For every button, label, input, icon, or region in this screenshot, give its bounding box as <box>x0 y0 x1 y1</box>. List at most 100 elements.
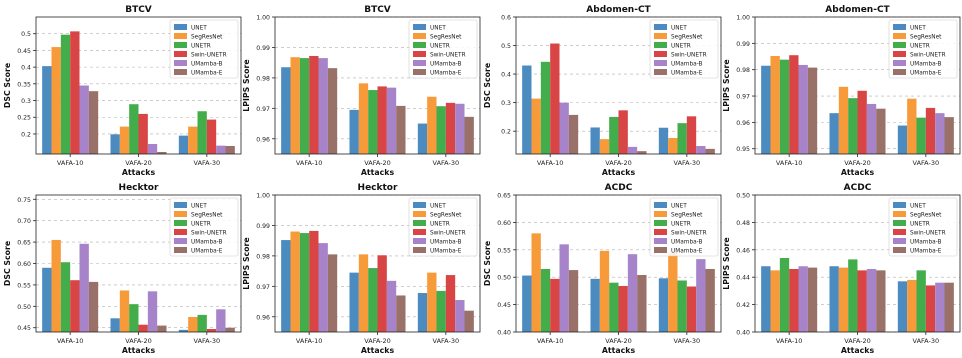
y-tick-label: 0.99 <box>256 45 270 52</box>
y-tick-label: 0.60 <box>17 261 31 268</box>
bar <box>618 285 628 332</box>
bar <box>464 310 474 332</box>
bar <box>445 275 456 332</box>
legend-label: UNET <box>910 26 926 32</box>
panel-1: 0.96 0.97 0.98 0.99 1.00 VAFA-10 VAFA-20 VAFA-3… <box>242 5 481 177</box>
legend-label: UNETR <box>910 222 930 228</box>
legend-label: SegResNet <box>191 35 223 41</box>
legend-swatch <box>654 42 667 48</box>
legend-label: SegResNet <box>910 35 942 41</box>
x-axis-label: Attacks <box>841 168 875 177</box>
bar <box>637 151 647 154</box>
bar <box>327 254 338 332</box>
chart-title: Abdomen-CT <box>586 5 651 15</box>
y-tick-label: 0.98 <box>256 253 270 260</box>
bar <box>157 152 167 154</box>
legend-label: SegResNet <box>671 213 703 219</box>
x-tick-label: VAFA-30 <box>674 159 701 167</box>
bar <box>377 255 387 332</box>
bar <box>417 123 428 154</box>
y-axis-label: DSC Score <box>3 241 12 286</box>
bar <box>281 67 291 154</box>
y-tick-label: 0.4 <box>21 65 31 72</box>
chart-title: Abdomen-CT <box>825 5 890 15</box>
legend-swatch <box>893 24 906 30</box>
bar <box>216 309 226 332</box>
bar <box>188 317 198 332</box>
bar <box>70 280 80 332</box>
y-tick-label: 1.00 <box>736 15 750 22</box>
legend-label: SegResNet <box>910 213 942 219</box>
bar <box>848 259 858 332</box>
bar <box>318 58 328 154</box>
legend-label: UNET <box>430 26 446 32</box>
bar <box>88 91 99 154</box>
bar <box>770 270 780 332</box>
legend-swatch <box>654 247 667 253</box>
bar <box>299 233 310 332</box>
legend-label: UNET <box>671 26 687 32</box>
bar <box>540 268 551 332</box>
legend-swatch <box>654 238 667 244</box>
legend-swatch <box>413 33 426 39</box>
x-axis-label: Attacks <box>602 168 636 177</box>
y-tick-label: 0.96 <box>736 120 750 127</box>
bar <box>349 272 359 332</box>
x-axis-label: Attacks <box>122 168 156 177</box>
bar <box>876 108 886 154</box>
x-tick-label: VAFA-30 <box>674 337 701 345</box>
bar <box>627 146 638 154</box>
legend-swatch <box>174 69 187 75</box>
legend-swatch <box>174 60 187 66</box>
legend-swatch <box>174 211 187 217</box>
x-tick-label: VAFA-20 <box>844 337 871 345</box>
legend-label: UNET <box>191 204 207 210</box>
bar <box>299 58 310 154</box>
bar <box>590 127 600 154</box>
y-tick-label: 0.6 <box>501 15 511 22</box>
x-tick-label: VAFA-20 <box>605 337 632 345</box>
bar <box>916 117 926 154</box>
legend-swatch <box>893 211 906 217</box>
legend-label: UMamba-B <box>430 62 462 68</box>
bar <box>637 275 647 332</box>
x-axis-label: Attacks <box>361 346 395 354</box>
bar <box>876 270 886 332</box>
legend-swatch <box>654 211 667 217</box>
bar <box>88 281 99 332</box>
chart-title: ACDC <box>844 183 872 193</box>
legend-label: UMamba-E <box>910 71 942 77</box>
x-tick-label: VAFA-10 <box>776 337 803 345</box>
bar <box>618 110 628 154</box>
bar <box>110 318 120 332</box>
legend-swatch <box>893 220 906 226</box>
bar <box>807 67 818 154</box>
legend-label: SegResNet <box>430 35 462 41</box>
bar <box>386 280 397 332</box>
y-tick-label: 0.25 <box>17 115 31 122</box>
bar <box>436 106 446 154</box>
bar <box>70 31 80 154</box>
y-tick-label: 0.40 <box>497 330 511 337</box>
bar <box>157 325 167 332</box>
x-tick-label: VAFA-10 <box>776 159 803 167</box>
legend-swatch <box>413 51 426 57</box>
bar <box>696 146 706 154</box>
legend-label: UNETR <box>430 44 450 50</box>
panel-3: 0.95 0.96 0.97 0.98 0.99 1.00 VAFA-10 VAFA-20 VA… <box>722 5 961 177</box>
chart-title: ACDC <box>605 183 633 193</box>
bar <box>216 145 226 154</box>
legend-swatch <box>413 247 426 253</box>
bar <box>627 254 638 332</box>
legend-label: Swin-UNETR <box>430 231 466 237</box>
legend-swatch <box>413 24 426 30</box>
legend-label: Swin-UNETR <box>910 53 946 59</box>
panel-2: 0.2 0.3 0.4 0.5 0.6 VAFA-10 VAFA-20 VAFA-30 Abdo… <box>483 5 722 177</box>
bar <box>907 279 917 332</box>
y-tick-label: 0.55 <box>17 282 31 289</box>
bar <box>427 272 437 332</box>
y-tick-label: 0.5 <box>21 31 31 38</box>
bar <box>138 324 148 332</box>
bar <box>705 148 715 154</box>
